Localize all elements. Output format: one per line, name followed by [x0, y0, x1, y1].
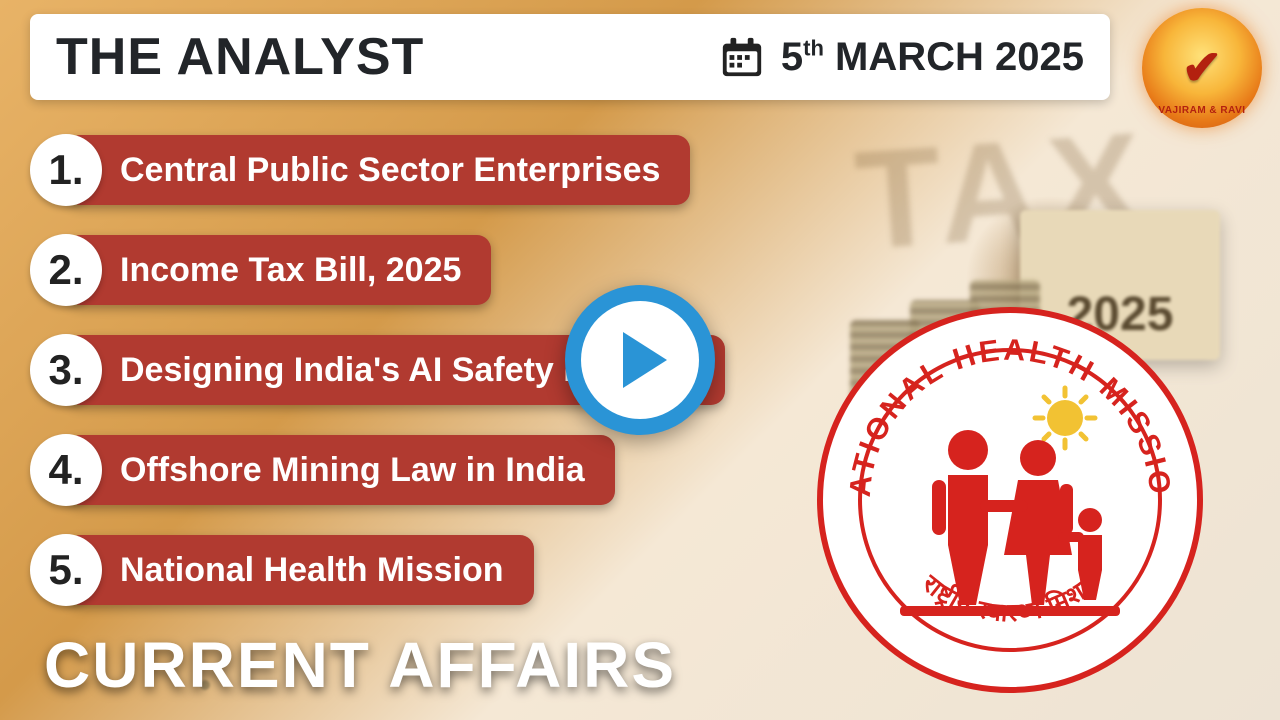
- topic-label: Central Public Sector Enterprises: [66, 135, 690, 205]
- list-item: 4. Offshore Mining Law in India: [30, 432, 725, 508]
- footer-title: CURRENT AFFAIRS: [44, 628, 676, 702]
- header-date: 5th MARCH 2025: [781, 35, 1084, 80]
- topic-label: Income Tax Bill, 2025: [66, 235, 491, 305]
- topic-number-badge: 2.: [30, 234, 102, 306]
- header-date-group: 5th MARCH 2025: [719, 34, 1084, 80]
- header-bar: THE ANALYST 5th MARCH 2025: [30, 14, 1110, 100]
- calendar-icon: [719, 34, 765, 80]
- checkmark-icon: ✔: [1182, 40, 1222, 96]
- topic-number-badge: 4.: [30, 434, 102, 506]
- date-day: 5: [781, 35, 803, 79]
- nhm-logo: NATIONAL HEALTH MISSION राष्ट्रीय स्वास्…: [810, 300, 1210, 700]
- list-item: 5. National Health Mission: [30, 532, 725, 608]
- list-item: 1. Central Public Sector Enterprises: [30, 132, 725, 208]
- date-suffix: th: [803, 35, 824, 60]
- play-icon: [623, 332, 667, 388]
- topic-label: Offshore Mining Law in India: [66, 435, 615, 505]
- date-rest: MARCH 2025: [824, 35, 1084, 79]
- topic-number-badge: 3.: [30, 334, 102, 406]
- play-button[interactable]: [565, 285, 715, 435]
- topic-number-badge: 1.: [30, 134, 102, 206]
- page-title: THE ANALYST: [56, 27, 424, 87]
- topic-label: National Health Mission: [66, 535, 534, 605]
- play-inner-circle: [581, 301, 699, 419]
- topic-number-badge: 5.: [30, 534, 102, 606]
- brand-logo: ✔ VAJIRAM & RAVI: [1142, 8, 1262, 128]
- brand-name: VAJIRAM & RAVI: [1158, 105, 1245, 116]
